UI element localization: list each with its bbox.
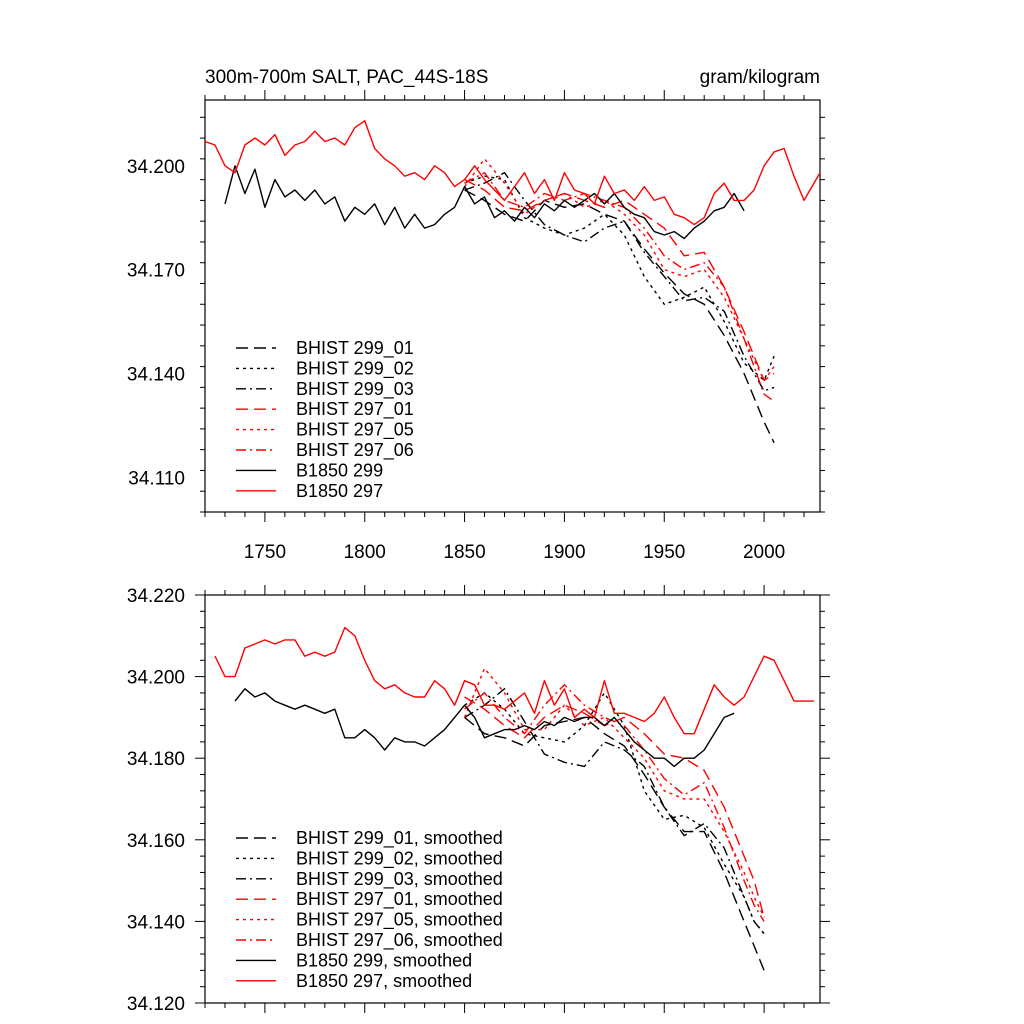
series-line-5 [464, 171, 775, 402]
chart-title: 300m-700m SALT, PAC_44S-18S [205, 67, 488, 88]
legend-label: B1850 299 [296, 460, 383, 480]
y-tick-label: 34.140 [127, 912, 185, 933]
legend-label: BHIST 299_01, smoothed [296, 828, 503, 849]
legend-label: BHIST 297_05, smoothed [296, 910, 503, 931]
y-tick-label: 34.160 [127, 831, 185, 852]
series-line-0 [464, 189, 775, 444]
series-line-6 [234, 688, 735, 768]
legend-label: BHIST 297_05 [296, 420, 414, 441]
series-line-7 [204, 120, 821, 226]
series-line-3 [464, 696, 765, 918]
plot-frame [204, 594, 821, 1004]
legend-label: BHIST 299_02 [296, 358, 414, 379]
legend-label: BHIST 297_01, smoothed [296, 889, 503, 910]
legend-label: B1850 297, smoothed [296, 971, 472, 991]
legend-label: BHIST 299_02, smoothed [296, 848, 503, 869]
y-tick-label: 34.180 [127, 749, 185, 770]
legend-label: BHIST 297_06 [296, 440, 414, 461]
bottom-panel: 34.120 34.140 34.160 34.180 34.200 34.220 BHIS… [127, 585, 830, 1015]
legend-label: BHIST 299_01 [296, 338, 414, 359]
legend-label: BHIST 297_01 [296, 399, 414, 420]
y-tick-label: 34.200 [127, 668, 185, 689]
series-line-1 [464, 175, 775, 382]
series-line-6 [224, 165, 745, 240]
series-line-2 [464, 688, 765, 935]
series-line-4 [463, 667, 765, 918]
y-tick-label: 34.220 [127, 586, 185, 607]
legend-label: B1850 299, smoothed [296, 950, 472, 970]
series-line-5 [464, 684, 765, 922]
series-line-2 [464, 171, 775, 392]
x-tick-label: 1750 [244, 542, 286, 563]
legend-label: B1850 297 [296, 481, 383, 501]
legend-label: BHIST 299_03 [296, 379, 414, 400]
plot-frame [204, 99, 821, 513]
y-tick-label: 34.110 [128, 468, 185, 489]
y-tick-label: 34.120 [127, 994, 185, 1015]
top-panel: 34.110 34.140 34.170 34.200 1750 1800 1850 1900… [127, 90, 825, 563]
series-line-4 [464, 158, 775, 382]
x-tick-label: 1850 [443, 542, 485, 563]
y-tick-label: 34.200 [127, 157, 185, 178]
series-line-0 [464, 716, 765, 971]
series-line-1 [464, 692, 765, 935]
series-line-7 [214, 626, 814, 735]
chart-units: gram/kilogram [700, 67, 820, 88]
legend-label: BHIST 299_03, smoothed [296, 869, 503, 890]
x-tick-label: 1800 [344, 542, 386, 563]
x-tick-label: 1900 [543, 542, 585, 563]
series-line-3 [464, 178, 775, 382]
x-tick-label: 2000 [743, 542, 785, 563]
legend-label: BHIST 297_06, smoothed [296, 930, 503, 951]
x-tick-label: 1950 [643, 542, 685, 563]
y-tick-label: 34.170 [127, 261, 185, 282]
y-tick-label: 34.140 [127, 365, 185, 386]
